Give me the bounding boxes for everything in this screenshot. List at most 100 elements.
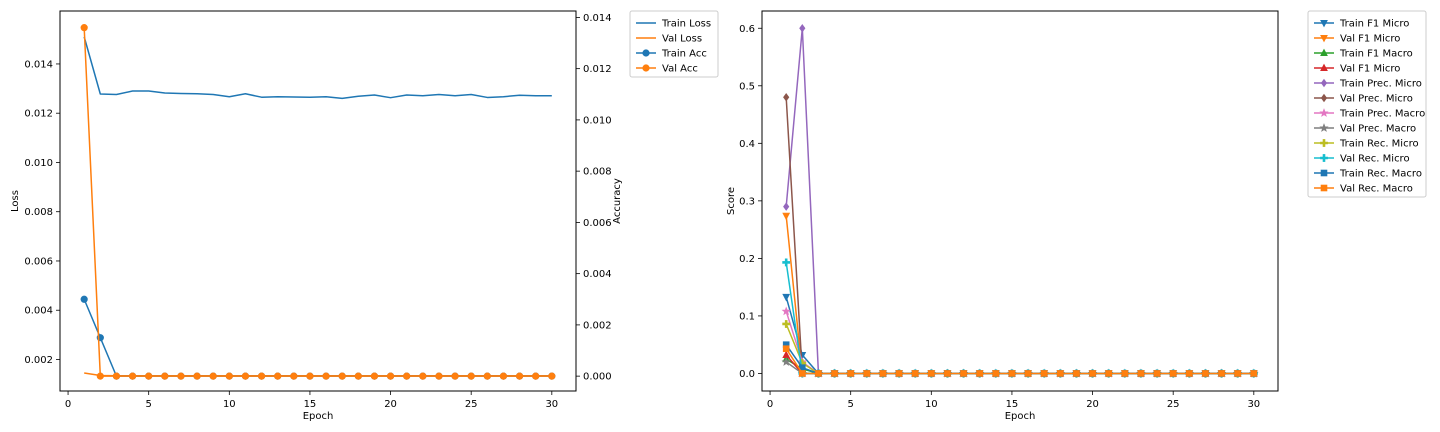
data-point xyxy=(112,372,121,380)
legend-item-train-rec-macro: Train Rec. Macro xyxy=(1314,169,1422,180)
legend-item-val-rec-macro: Val Rec. Macro xyxy=(1314,184,1413,195)
data-point xyxy=(322,372,330,380)
data-point xyxy=(1105,370,1112,377)
data-point xyxy=(80,295,88,303)
data-point xyxy=(815,370,822,377)
y-tick-label: 0.3 xyxy=(739,196,755,207)
legend-label: Val Acc xyxy=(662,64,698,75)
y-tick-label: 0.008 xyxy=(24,207,53,218)
data-point xyxy=(1202,370,1209,377)
y-tick-label: 0.0 xyxy=(739,369,755,380)
legend-marker xyxy=(642,49,650,57)
x-tick-label: 0 xyxy=(65,399,71,410)
data-point xyxy=(128,372,137,380)
data-point xyxy=(96,372,104,380)
legend-item-val-f1-micro: Val F1 Micro xyxy=(1314,64,1400,75)
legend-item-train-f1-micro: Train F1 Micro xyxy=(1314,19,1409,30)
x-tick-label: 20 xyxy=(384,399,397,410)
y-tick-label: 0.2 xyxy=(739,254,755,265)
score-y-axis-label: Score xyxy=(726,187,737,215)
legend-marker xyxy=(1320,78,1328,88)
data-point xyxy=(451,372,459,380)
score-y-ticks: 0.0 0.1 0.2 0.3 0.4 0.5 0.6 xyxy=(739,24,762,380)
legend-label: Train F1 Micro xyxy=(1339,19,1409,30)
loss-x-ticks: 0 5 10 15 20 25 30 xyxy=(65,391,558,410)
data-point xyxy=(435,372,443,380)
x-tick-label: 15 xyxy=(1006,399,1019,410)
data-point xyxy=(928,370,935,377)
plot-area xyxy=(80,24,556,380)
data-point xyxy=(145,372,153,380)
series-val-acc xyxy=(80,24,556,380)
legend-label: Train Acc xyxy=(661,49,707,60)
data-point xyxy=(960,370,967,377)
data-point xyxy=(976,370,983,377)
plot-area xyxy=(781,24,1259,378)
legend-item-train-f1-macro: Train F1 Macro xyxy=(1314,49,1413,60)
legend-label: Train Prec. Micro xyxy=(1339,79,1422,90)
x-tick-label: 10 xyxy=(925,399,938,410)
legend-item-val-f1-micro: Val F1 Micro xyxy=(1314,34,1400,45)
y2-tick-label: 0.010 xyxy=(583,115,612,126)
y-tick-label: 0.010 xyxy=(24,158,53,169)
loss-y-axis-label: Loss xyxy=(10,190,21,212)
data-point xyxy=(370,372,379,380)
legend-label: Val Loss xyxy=(662,34,702,45)
data-point xyxy=(879,370,887,377)
y2-tick-label: 0.012 xyxy=(583,64,612,75)
data-point xyxy=(1121,370,1129,377)
data-point xyxy=(863,370,871,377)
score-plot-frame xyxy=(761,10,1279,392)
x-tick-label: 25 xyxy=(1167,399,1180,410)
data-point xyxy=(241,372,250,380)
legend-label: Val Rec. Micro xyxy=(1340,154,1410,165)
legend-item-train-prec-micro: Train Prec. Micro xyxy=(1314,79,1422,90)
legend-marker xyxy=(1320,19,1328,28)
data-point xyxy=(782,345,790,353)
legend-label: Val Rec. Macro xyxy=(1340,184,1413,195)
data-point xyxy=(799,370,806,377)
legend-item-val-prec-micro: Val Prec. Micro xyxy=(1314,94,1413,105)
data-point xyxy=(911,370,919,377)
legend-marker xyxy=(1320,154,1328,162)
series-train-loss xyxy=(83,36,552,100)
y2-tick-label: 0.014 xyxy=(583,13,612,24)
data-point xyxy=(944,370,951,377)
legend-marker xyxy=(1320,139,1328,147)
legend-marker xyxy=(1320,93,1328,103)
data-point xyxy=(1040,370,1048,377)
legend-marker xyxy=(1319,108,1329,117)
data-point xyxy=(782,212,791,221)
data-point xyxy=(467,372,475,380)
x-tick-label: 25 xyxy=(465,399,478,410)
data-point xyxy=(338,372,346,380)
data-point xyxy=(306,372,314,380)
data-point xyxy=(782,293,791,302)
x-tick-label: 30 xyxy=(1247,399,1260,410)
legend-marker xyxy=(1319,123,1329,132)
score-x-axis-label: Epoch xyxy=(1005,411,1036,422)
data-point xyxy=(895,370,903,377)
data-point xyxy=(80,24,88,32)
legend-item-train-prec-macro: Train Prec. Macro xyxy=(1314,108,1425,120)
accuracy-y-ticks: 0.000 0.002 0.004 0.006 0.008 0.010 0.012 0.014 xyxy=(576,13,612,383)
loss-accuracy-chart: 0 5 10 15 20 25 30 0.0020.0040.0060.0080.0100.… xyxy=(10,10,719,422)
x-tick-label: 20 xyxy=(1086,399,1099,410)
data-point xyxy=(1057,370,1064,377)
data-point xyxy=(499,372,508,380)
data-point xyxy=(177,372,185,380)
loss-accuracy-marks xyxy=(80,24,556,380)
data-point xyxy=(831,370,838,377)
data-point xyxy=(781,357,791,366)
legend-item-train-loss: Train Loss xyxy=(636,19,711,30)
legend-label: Train Rec. Macro xyxy=(1339,169,1422,180)
y2-tick-label: 0.000 xyxy=(583,372,612,383)
legend-label: Val Prec. Macro xyxy=(1340,124,1416,135)
data-point xyxy=(274,372,282,380)
y2-tick-label: 0.008 xyxy=(583,167,612,178)
loss-x-axis-label: Epoch xyxy=(303,411,334,422)
data-point xyxy=(532,372,540,380)
legend-marker xyxy=(642,64,650,72)
y-tick-label: 0.012 xyxy=(24,109,53,120)
